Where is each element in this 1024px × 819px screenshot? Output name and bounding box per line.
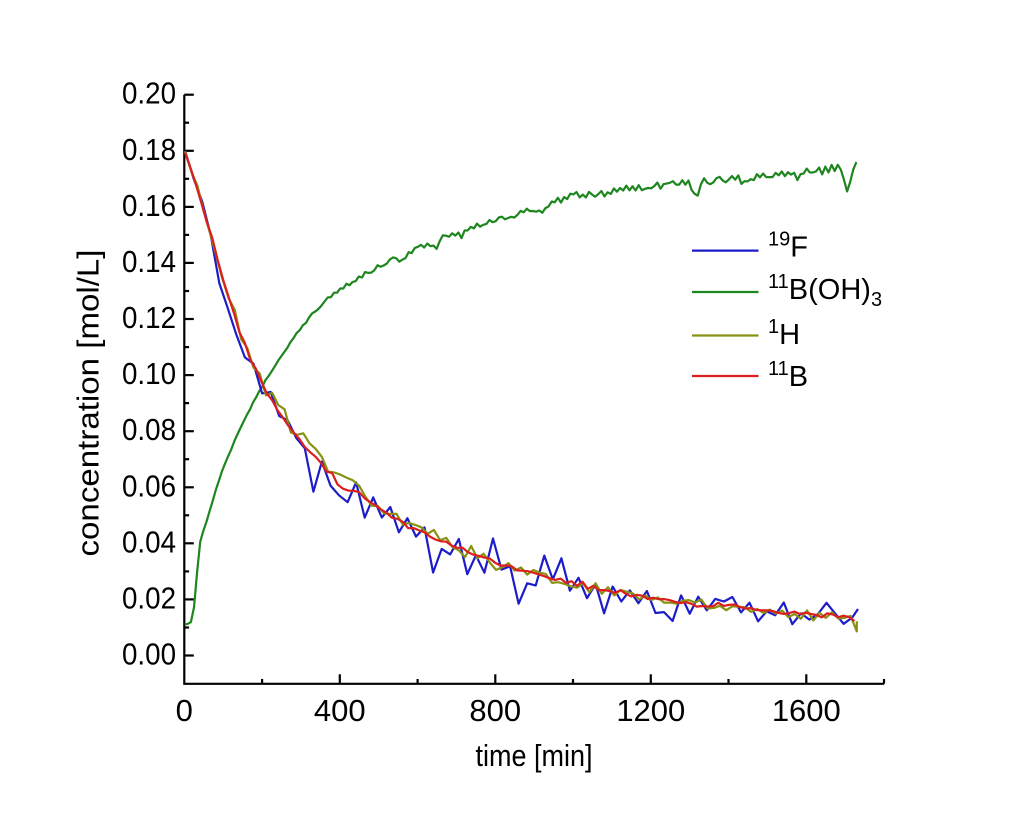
svg-text:0.18: 0.18 xyxy=(122,132,176,167)
svg-text:1200: 1200 xyxy=(616,693,685,728)
svg-text:1H: 1H xyxy=(768,316,800,351)
svg-text:0.02: 0.02 xyxy=(122,580,176,615)
svg-text:800: 800 xyxy=(469,693,521,728)
svg-text:0.04: 0.04 xyxy=(122,524,176,559)
svg-text:11B(OH)3: 11B(OH)3 xyxy=(768,271,882,311)
svg-text:0.08: 0.08 xyxy=(122,412,176,447)
svg-text:0.14: 0.14 xyxy=(122,244,176,279)
svg-text:0: 0 xyxy=(176,693,193,728)
svg-text:400: 400 xyxy=(314,693,366,728)
svg-text:time [min]: time [min] xyxy=(476,738,593,773)
svg-text:1600: 1600 xyxy=(772,693,841,728)
svg-text:0.12: 0.12 xyxy=(122,300,176,335)
svg-text:11B: 11B xyxy=(768,358,808,393)
svg-text:0.20: 0.20 xyxy=(122,76,176,111)
svg-text:0.16: 0.16 xyxy=(122,188,176,223)
svg-text:0.10: 0.10 xyxy=(122,356,176,391)
svg-text:concentration [mol/L]: concentration [mol/L] xyxy=(71,250,106,557)
svg-text:0.06: 0.06 xyxy=(122,468,176,503)
svg-text:19F: 19F xyxy=(768,229,808,264)
svg-text:0.00: 0.00 xyxy=(122,637,176,672)
